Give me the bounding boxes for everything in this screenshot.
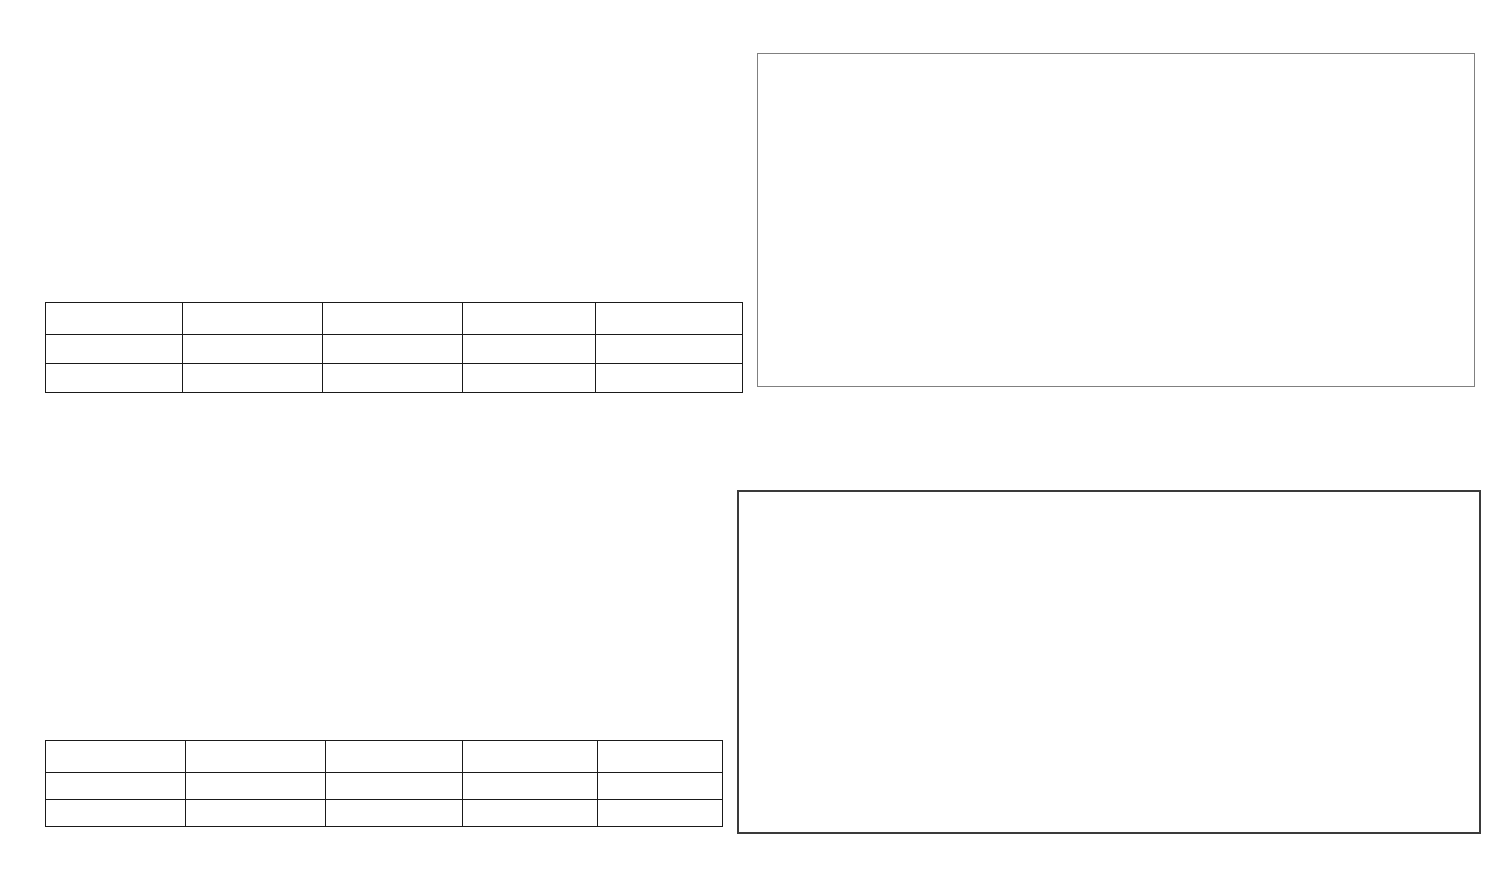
section-valine [48, 455, 748, 461]
chromatogram-frame-valine [737, 490, 1481, 834]
chromatogram-frame-arginine [757, 53, 1475, 387]
cell-retention [182, 363, 323, 393]
col-header-plates [325, 740, 463, 773]
cell-retention [182, 334, 323, 364]
cell-plates [325, 799, 463, 827]
cell-retention [185, 772, 326, 800]
cell-resolution [597, 772, 723, 800]
cell-resolution [595, 363, 743, 393]
chromatogram-plot-valine [739, 492, 1479, 832]
col-header-retention [182, 302, 323, 335]
col-header-sample [45, 302, 183, 335]
cell-resolution [597, 799, 723, 827]
cell-plates [325, 772, 463, 800]
cell-symmetry [462, 334, 596, 364]
table-row [45, 799, 723, 827]
col-header-retention [185, 740, 326, 773]
cell-plates [322, 334, 463, 364]
cell-plates [322, 363, 463, 393]
chromatogram-plot-arginine [758, 54, 1474, 386]
cell-symmetry [462, 772, 598, 800]
cell-symmetry [462, 363, 596, 393]
col-header-symmetry [462, 302, 596, 335]
results-table-arginine [45, 302, 743, 393]
cell-sample [45, 334, 183, 364]
col-header-plates [322, 302, 463, 335]
cell-retention [185, 799, 326, 827]
cell-sample [45, 363, 183, 393]
cell-symmetry [462, 799, 598, 827]
cell-resolution [595, 334, 743, 364]
table-row [45, 334, 743, 364]
cell-sample [45, 799, 186, 827]
results-table-valine [45, 740, 723, 827]
section-arginine [50, 12, 750, 20]
col-header-sample [45, 740, 186, 773]
col-header-resolution [597, 740, 723, 773]
table-row [45, 363, 743, 393]
col-header-resolution [595, 302, 743, 335]
cell-sample [45, 772, 186, 800]
col-header-symmetry [462, 740, 598, 773]
table-row [45, 772, 723, 800]
